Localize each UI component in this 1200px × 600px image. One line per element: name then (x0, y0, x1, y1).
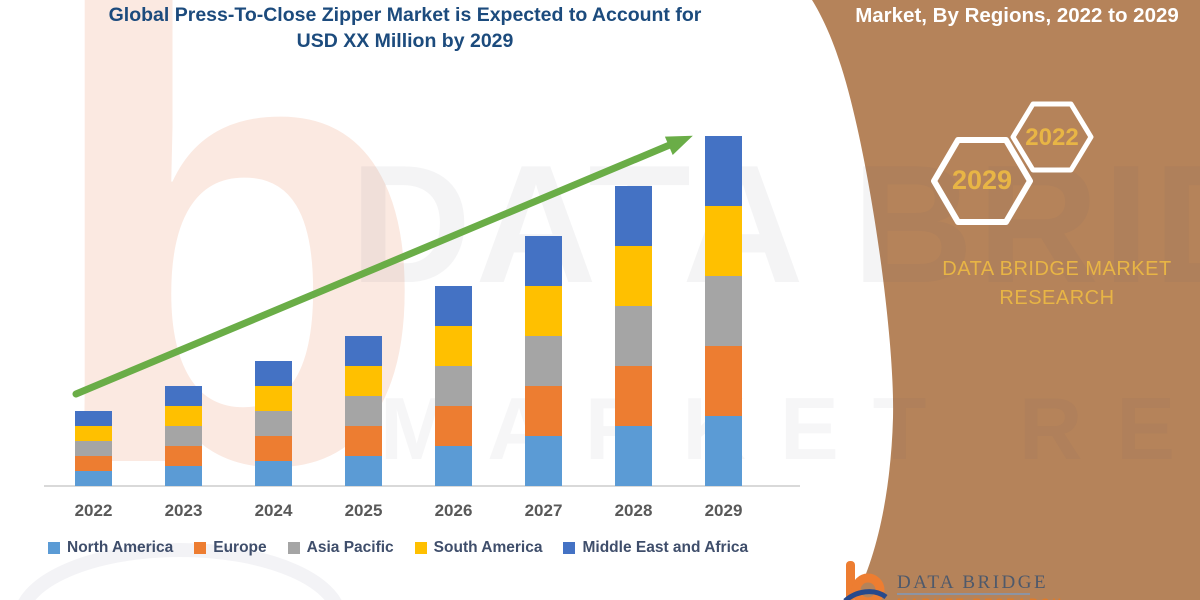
legend-label-south-america: South America (433, 539, 543, 556)
chart-title-line1: Global Press-To-Close Zipper Market is E… (108, 4, 702, 26)
chart-legend: North America Europe Asia Pacific South Ame… (48, 539, 788, 557)
legend-swatch-middle-east-and-africa (563, 542, 576, 554)
bar-segment-asia-pacific-2026 (435, 366, 472, 406)
bar-segment-europe-2023 (165, 446, 202, 466)
bar-segment-north-america-2023 (165, 466, 202, 486)
bar-segment-middle-east-and-africa-2025 (345, 336, 382, 366)
bar-segment-asia-pacific-2025 (345, 396, 382, 426)
x-axis-label-2028: 2028 (614, 501, 653, 520)
bar-segment-europe-2029 (705, 346, 742, 416)
bar-segment-asia-pacific-2028 (615, 306, 652, 366)
x-axis-label-2027: 2027 (524, 501, 563, 520)
bar-segment-south-america-2028 (615, 246, 652, 306)
hexagon-year-2022: 2022 (1025, 124, 1079, 151)
footer-brand-name: DATA BRIDGE (897, 572, 1049, 593)
bar-segment-asia-pacific-2022 (75, 441, 112, 456)
bar-segment-middle-east-and-africa-2026 (435, 286, 472, 326)
bar-segment-asia-pacific-2029 (705, 276, 742, 346)
panel-brand-name: DATA BRIDGE MARKET RESEARCH (917, 255, 1197, 313)
x-axis-label-2022: 2022 (74, 501, 113, 520)
bar-segment-north-america-2026 (435, 446, 472, 486)
legend-item-middle-east-and-africa: Middle East and Africa (563, 539, 748, 557)
footer-brand-underline (897, 593, 1030, 595)
bar-segment-europe-2027 (525, 386, 562, 436)
legend-item-europe: Europe (194, 539, 267, 557)
legend-label-middle-east-and-africa: Middle East and Africa (582, 539, 749, 556)
legend-label-asia-pacific: Asia Pacific (306, 539, 394, 556)
bar-segment-europe-2026 (435, 406, 472, 446)
bar-segment-north-america-2024 (255, 461, 292, 486)
legend-item-asia-pacific: Asia Pacific (287, 539, 394, 557)
hexagon-year-2029: 2029 (951, 165, 1013, 195)
bar-segment-north-america-2025 (345, 456, 382, 486)
footer-brand-subtitle: MARKET RESEARCH (897, 596, 1064, 600)
panel-brand-line1: DATA BRIDGE MARKET (942, 258, 1172, 280)
legend-swatch-north-america (48, 542, 60, 554)
side-panel-title: Market, By Regions, 2022 to 2029 (855, 4, 1179, 27)
bar-segment-south-america-2022 (75, 426, 112, 441)
bar-segment-asia-pacific-2023 (165, 426, 202, 446)
bar-segment-europe-2028 (615, 366, 652, 426)
legend-swatch-asia-pacific (287, 542, 300, 554)
bar-segment-north-america-2028 (615, 426, 652, 486)
x-axis-label-2023: 2023 (164, 501, 203, 520)
bar-segment-asia-pacific-2024 (255, 411, 292, 436)
bar-segment-south-america-2029 (705, 206, 742, 276)
chart-title-line2: USD XX Million by 2029 (296, 30, 514, 53)
bar-segment-middle-east-and-africa-2027 (525, 236, 562, 286)
panel-brand-line2: RESEARCH (999, 287, 1115, 309)
bar-segment-asia-pacific-2027 (525, 336, 562, 386)
bar-segment-south-america-2026 (435, 326, 472, 366)
bar-segment-south-america-2023 (165, 406, 202, 426)
bar-segment-south-america-2024 (255, 386, 292, 411)
legend-item-north-america: North America (48, 539, 173, 557)
legend-label-europe: Europe (213, 539, 267, 556)
legend-item-south-america: South America (414, 539, 543, 557)
x-axis-label-2025: 2025 (344, 501, 383, 520)
bar-segment-north-america-2022 (75, 471, 112, 486)
x-axis-line (44, 485, 800, 487)
chart-title: Global Press-To-Close Zipper Market is E… (60, 2, 750, 55)
x-axis-label-2029: 2029 (704, 501, 743, 520)
x-axis-label-2026: 2026 (434, 501, 473, 520)
bar-segment-middle-east-and-africa-2029 (705, 136, 742, 206)
legend-label-north-america: North America (67, 539, 174, 556)
bar-segment-north-america-2029 (705, 416, 742, 486)
x-axis-label-2024: 2024 (254, 501, 293, 520)
bar-segment-europe-2022 (75, 456, 112, 471)
legend-swatch-europe (194, 542, 207, 554)
legend-swatch-south-america (414, 542, 427, 554)
bar-segment-middle-east-and-africa-2022 (75, 411, 112, 426)
bar-segment-south-america-2027 (525, 286, 562, 336)
bar-segment-north-america-2027 (525, 436, 562, 486)
bar-segment-europe-2025 (345, 426, 382, 456)
bar-segment-middle-east-and-africa-2028 (615, 186, 652, 246)
bar-segment-middle-east-and-africa-2024 (255, 361, 292, 386)
stacked-bar-chart: 2022 2023 2024 2025 2026 2027 2028 2029 (44, 136, 800, 520)
bar-segment-middle-east-and-africa-2023 (165, 386, 202, 406)
bar-segment-europe-2024 (255, 436, 292, 461)
bar-segment-south-america-2025 (345, 366, 382, 396)
